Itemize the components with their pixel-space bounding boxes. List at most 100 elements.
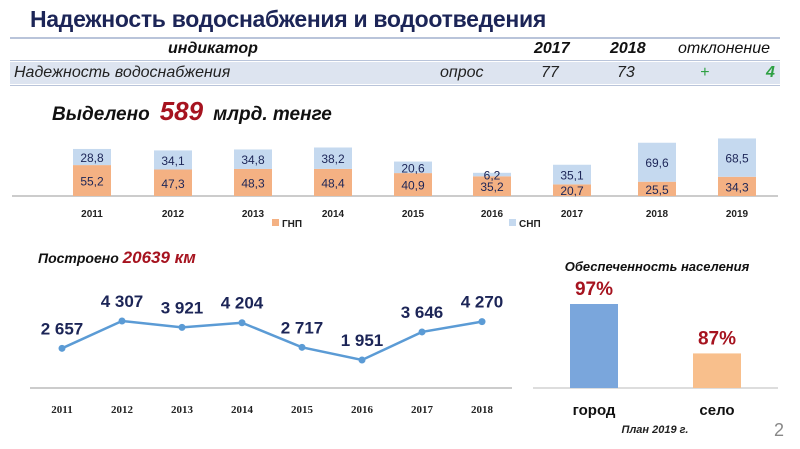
x-tick-label: 2013: [171, 404, 194, 416]
x-tick-label: 2015: [402, 209, 425, 220]
line-point: [478, 318, 486, 326]
legend-swatch-gnp: [272, 219, 279, 226]
divider: [10, 85, 780, 86]
bar-snp: [154, 150, 192, 170]
x-tick-label: 2018: [471, 404, 494, 416]
x-tick-label: 2015: [291, 404, 314, 416]
bar-snp: [394, 161, 432, 174]
bar-label-gnp: 48,4: [321, 176, 345, 190]
bar-label-snp: 6,2: [484, 169, 501, 183]
bar-label-gnp: 25,5: [645, 183, 669, 197]
bar-label-gnp: 47,3: [161, 177, 185, 191]
bar-label-gnp: 35,2: [480, 180, 504, 194]
bar-label-snp: 34,1: [161, 154, 185, 168]
bar-snp: [638, 142, 676, 182]
allocated-value: 589: [159, 96, 204, 126]
x-tick-label: 2016: [481, 209, 504, 220]
line-series: [61, 319, 483, 362]
divider: [10, 37, 780, 39]
legend-label-gnp: ГНП: [282, 219, 302, 230]
bar-label-snp: 69,6: [645, 156, 669, 170]
bar-snp: [314, 147, 352, 169]
coverage-category-label: город: [573, 402, 616, 419]
line-data-label: 3 646: [401, 303, 444, 322]
page-title: Надежность водоснабжения и водоотведения: [30, 6, 546, 32]
legend-swatch-snp: [509, 219, 516, 226]
line-point: [358, 356, 366, 364]
bar-gnp: [394, 173, 432, 196]
divider: [10, 60, 780, 61]
line-data-label: 4 307: [101, 292, 144, 311]
x-tick-label: 2014: [231, 404, 254, 416]
page-number: 2: [774, 420, 785, 440]
bar-gnp: [638, 181, 676, 196]
built-text: Построено 20639 км: [38, 248, 196, 268]
x-tick-label: 2014: [322, 209, 345, 220]
x-tick-label: 2011: [81, 209, 103, 220]
col-header-deviation: отклонение: [678, 40, 771, 57]
coverage-bar: [693, 353, 741, 388]
bar-gnp: [718, 176, 756, 196]
bar-gnp: [234, 168, 272, 196]
coverage-bar: [570, 304, 618, 388]
bar-label-gnp: 48,3: [241, 176, 265, 190]
x-tick-label: 2013: [242, 209, 265, 220]
allocated-unit: млрд. тенге: [213, 104, 332, 125]
x-tick-label: 2017: [411, 404, 434, 416]
bar-label-snp: 68,5: [725, 152, 749, 166]
bar-gnp: [73, 165, 111, 196]
bar-label-snp: 20,6: [401, 161, 425, 175]
coverage-xlabel: План 2019 г.: [622, 424, 689, 436]
line-data-label: 2 657: [41, 319, 84, 338]
row-method: опрос: [440, 64, 484, 81]
x-tick-label: 2019: [726, 209, 749, 220]
allocated-prefix: Выделено: [52, 104, 150, 125]
row-2017: 77: [541, 64, 559, 81]
bar-snp: [473, 172, 511, 177]
line-data-label: 3 921: [161, 298, 204, 317]
col-header-indicator: индикатор: [168, 40, 258, 57]
row-sign: +: [700, 64, 710, 81]
row-deviation: 4: [766, 64, 775, 81]
bar-gnp: [473, 176, 511, 196]
bar-label-snp: 34,8: [241, 153, 265, 167]
coverage-data-label: 87%: [698, 328, 736, 349]
row-name: Надежность водоснабжения: [14, 64, 231, 81]
built-prefix: Построено: [38, 250, 119, 266]
bar-label-gnp: 34,3: [725, 180, 749, 194]
bar-label-gnp: 55,2: [80, 175, 104, 189]
line-data-label: 4 270: [461, 293, 504, 312]
bar-label-gnp: 20,7: [560, 184, 584, 198]
bar-label-snp: 35,1: [560, 169, 584, 183]
coverage-data-label: 97%: [575, 279, 613, 300]
row-2018: 73: [617, 64, 635, 81]
bar-snp: [73, 148, 111, 166]
x-tick-label: 2018: [646, 209, 669, 220]
table-row: [10, 62, 780, 84]
bar-snp: [553, 164, 591, 185]
bar-gnp: [553, 184, 591, 196]
col-header-2018: 2018: [610, 40, 646, 57]
line-point: [178, 323, 186, 331]
bar-label-snp: 38,2: [321, 152, 345, 166]
bar-gnp: [154, 169, 192, 196]
line-point: [418, 328, 426, 336]
x-tick-label: 2012: [111, 404, 134, 416]
bar-label-gnp: 40,9: [401, 179, 425, 193]
line-point: [118, 317, 126, 325]
allocated-text: Выделено 589 млрд. тенге: [52, 96, 332, 127]
line-data-label: 4 204: [221, 294, 264, 313]
line-point: [58, 344, 66, 352]
legend-label-snp: СНП: [519, 219, 541, 230]
built-value: 20639 км: [122, 248, 196, 267]
line-point: [298, 343, 306, 351]
bar-label-snp: 28,8: [80, 151, 104, 165]
bar-snp: [234, 149, 272, 169]
coverage-chart-title: Обеспеченность населения: [565, 259, 750, 274]
x-tick-label: 2017: [561, 209, 584, 220]
x-tick-label: 2011: [51, 404, 72, 416]
line-point: [238, 319, 246, 327]
x-tick-label: 2016: [351, 404, 374, 416]
bar-gnp: [314, 168, 352, 196]
